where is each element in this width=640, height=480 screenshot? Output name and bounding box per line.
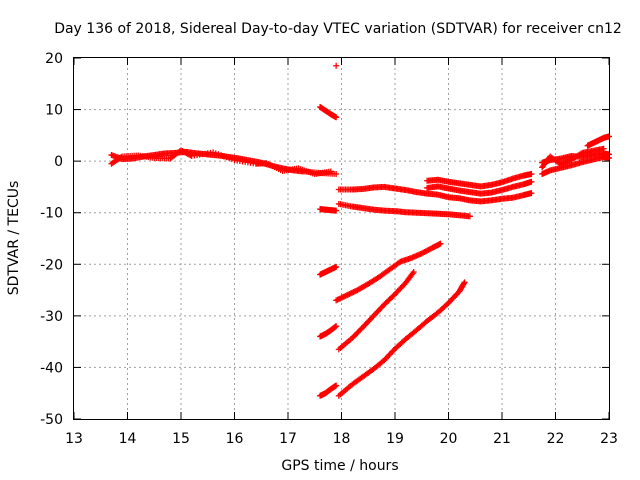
series-arc-h <box>335 279 468 399</box>
y-tick-label: -50 <box>40 412 63 428</box>
series-arc-d <box>317 323 340 340</box>
y-tick-label: -40 <box>40 360 63 376</box>
data-point <box>410 269 417 276</box>
x-tick-label: 23 <box>600 431 618 447</box>
series-arc-n <box>539 154 612 178</box>
x-tick-label: 20 <box>440 431 458 447</box>
data-point <box>333 207 340 214</box>
x-tick-label: 16 <box>226 431 244 447</box>
x-tick-label: 13 <box>65 431 83 447</box>
x-axis-label: GPS time / hours <box>281 458 398 474</box>
data-point <box>600 145 607 152</box>
data-marks <box>108 62 612 399</box>
x-tick-label: 15 <box>172 431 190 447</box>
grid <box>74 58 609 419</box>
y-tick-label: -30 <box>40 309 63 325</box>
y-tick-label: -20 <box>40 257 63 273</box>
y-tick-label: -10 <box>40 206 63 222</box>
x-tick-label: 18 <box>333 431 351 447</box>
x-tick-label: 14 <box>119 431 137 447</box>
x-tick-label: 21 <box>493 431 511 447</box>
series-arc-l <box>424 178 535 197</box>
series-arc-a <box>317 103 340 121</box>
series-arc-j <box>335 200 473 220</box>
data-point <box>327 168 334 175</box>
data-point <box>437 240 444 247</box>
x-tick-label: 22 <box>547 431 565 447</box>
series-arc-o <box>539 145 607 171</box>
series-arc-main-morning-b <box>108 147 334 178</box>
data-point <box>528 190 535 197</box>
data-point <box>333 323 340 330</box>
y-tick-label: 0 <box>54 154 63 170</box>
data-point <box>528 171 535 178</box>
data-point <box>212 150 219 157</box>
data-point <box>223 154 230 161</box>
x-tick-label: 17 <box>279 431 297 447</box>
data-point <box>117 154 124 161</box>
y-tick-label: 10 <box>45 103 63 119</box>
data-point <box>220 153 227 160</box>
y-axis-label: SDTVAR / TECUs <box>6 181 22 296</box>
data-point <box>226 155 233 162</box>
x-tick-label: 19 <box>386 431 404 447</box>
data-point <box>333 171 340 178</box>
data-point <box>460 280 467 287</box>
series-arc-e <box>317 382 340 399</box>
data-point <box>333 382 340 389</box>
series-arc-g <box>335 269 417 353</box>
data-point <box>390 292 397 299</box>
data-point <box>333 62 340 69</box>
axis-ticks: 13 14 15 16 17 18 19 20 21 22 23 20 10 0 -10 -20 -30 -40 -… <box>40 51 618 447</box>
series-arc-f <box>333 240 444 304</box>
series-outlier <box>333 62 340 69</box>
series-arc-b <box>317 206 340 214</box>
series-arc-c <box>317 263 340 278</box>
y-tick-label: 20 <box>45 51 63 67</box>
data-point <box>333 114 340 121</box>
series-arc-i <box>335 183 535 205</box>
data-point <box>577 150 584 157</box>
data-point <box>466 213 473 220</box>
data-point <box>461 279 468 286</box>
data-point <box>215 151 222 158</box>
data-point <box>228 156 235 163</box>
series-arc-p <box>584 133 612 149</box>
data-point <box>333 263 340 270</box>
plot-frame <box>73 57 610 420</box>
data-point <box>218 152 225 159</box>
chart-title: Day 136 of 2018, Sidereal Day-to-day VTE… <box>54 21 622 37</box>
data-point <box>210 149 217 156</box>
series-arc-k <box>424 171 535 190</box>
data-point <box>528 178 535 185</box>
